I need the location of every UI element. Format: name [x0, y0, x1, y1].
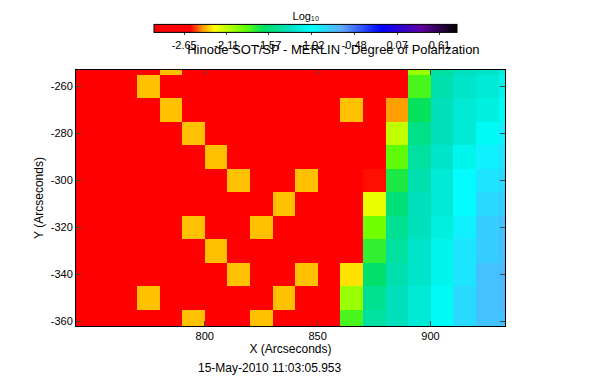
- svg-text:-2.11: -2.11: [214, 39, 238, 51]
- svg-text:850: 850: [308, 330, 326, 342]
- svg-text:15-May-2010 11:03:05.953: 15-May-2010 11:03:05.953: [198, 361, 342, 375]
- svg-text:-300: -300: [51, 174, 73, 186]
- svg-text:Hinode SOT/SP - MERLIN : Degre: Hinode SOT/SP - MERLIN : Degree of Polar…: [187, 42, 479, 57]
- svg-text:-340: -340: [51, 268, 73, 280]
- svg-text:-280: -280: [51, 127, 73, 139]
- svg-text:-2.65: -2.65: [172, 39, 197, 51]
- svg-text:-1.57: -1.57: [256, 39, 281, 51]
- svg-text:Log₁₀: Log₁₀: [293, 10, 320, 22]
- svg-text:-360: -360: [51, 315, 73, 327]
- svg-text:-260: -260: [51, 80, 73, 92]
- svg-text:0.07: 0.07: [386, 39, 407, 51]
- svg-text:X (Arcseconds): X (Arcseconds): [249, 342, 331, 356]
- svg-text:-1.02: -1.02: [299, 39, 324, 51]
- svg-text:800: 800: [196, 330, 214, 342]
- svg-text:-320: -320: [51, 221, 73, 233]
- svg-text:900: 900: [421, 330, 439, 342]
- svg-text:Y (Arcseconds): Y (Arcseconds): [32, 157, 46, 239]
- svg-text:-0.48: -0.48: [342, 39, 367, 51]
- svg-text:0.61: 0.61: [429, 39, 450, 51]
